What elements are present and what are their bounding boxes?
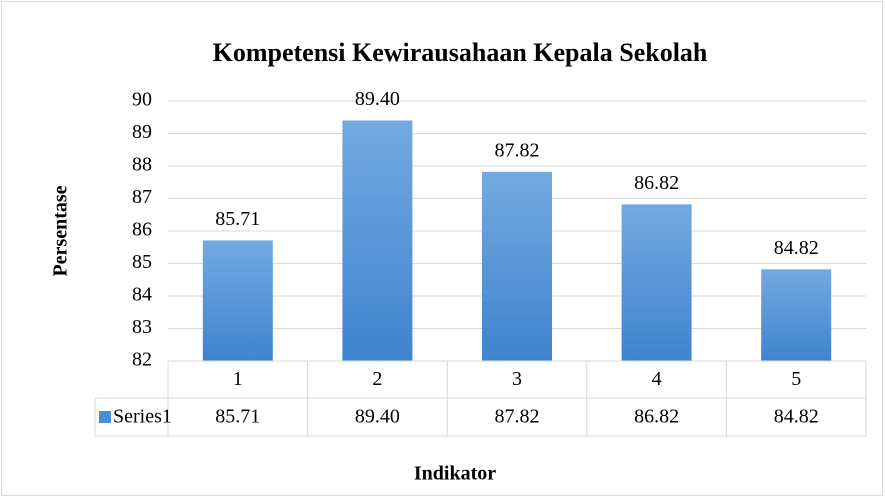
table-value: 86.82 — [634, 406, 679, 428]
bar — [342, 120, 413, 361]
x-tick-label: 5 — [791, 368, 801, 390]
table-value: 87.82 — [495, 406, 540, 428]
value-label: 89.40 — [355, 88, 400, 110]
value-label: 86.82 — [634, 172, 679, 194]
legend-label: Series1 — [113, 406, 172, 428]
y-tick-label: 89 — [132, 121, 152, 143]
table-value: 89.40 — [355, 406, 400, 428]
x-tick-label: 2 — [372, 368, 382, 390]
value-label: 85.71 — [215, 208, 260, 230]
y-tick-label: 84 — [132, 284, 152, 306]
bar — [202, 240, 273, 361]
y-tick-label: 82 — [132, 349, 152, 371]
y-tick-label: 83 — [132, 316, 152, 338]
x-tick-label: 3 — [512, 368, 522, 390]
chart-title: Kompetensi Kewirausahaan Kepala Sekolah — [213, 38, 708, 67]
x-tick-label: 4 — [652, 368, 662, 390]
x-axis-label: Indikator — [414, 463, 496, 485]
value-label: 87.82 — [495, 139, 540, 161]
bar — [761, 269, 832, 361]
y-tick-label: 90 — [132, 89, 152, 111]
legend-key — [99, 411, 111, 423]
y-tick-label: 87 — [132, 186, 152, 208]
y-tick-label: 88 — [132, 154, 152, 176]
y-tick-label: 85 — [132, 251, 152, 273]
bar — [621, 204, 692, 361]
y-axis-label: Persentase — [50, 185, 72, 276]
bar — [482, 171, 552, 361]
y-tick-label: 86 — [132, 219, 152, 241]
table-value: 84.82 — [774, 406, 819, 428]
table-value: 85.71 — [215, 406, 260, 428]
value-label: 84.82 — [774, 237, 819, 259]
x-tick-label: 1 — [233, 368, 243, 390]
